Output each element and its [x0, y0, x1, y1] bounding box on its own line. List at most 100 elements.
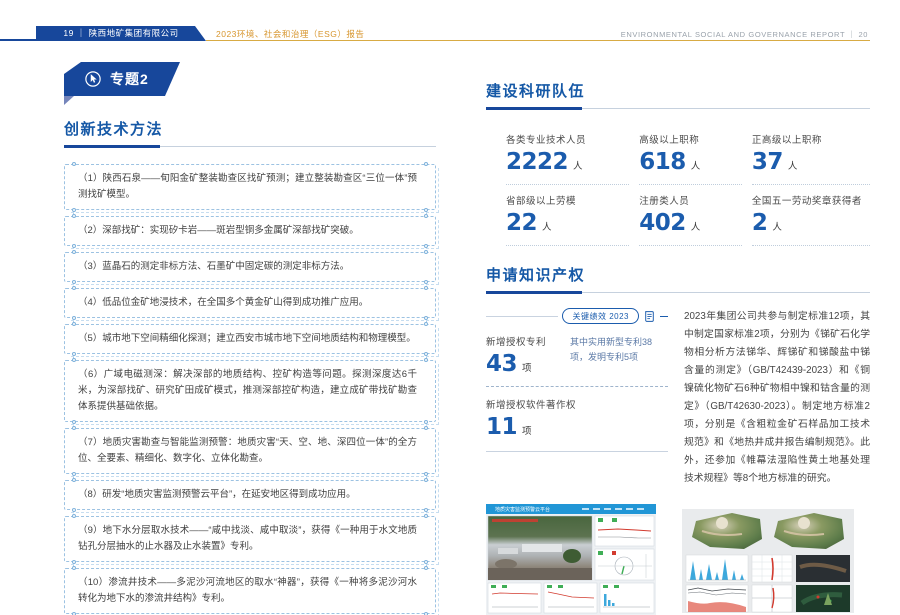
stat-value: 11 项	[486, 416, 668, 439]
connector-dot	[424, 566, 428, 570]
monitoring-dashboard-image: 地质灾害监测预警云平台	[486, 504, 656, 615]
section-underline	[486, 107, 870, 110]
stat-value: 37 人	[752, 151, 870, 174]
connector-dot	[72, 322, 76, 326]
list-item: （6）广域电磁测深：解决深部的地质结构、控矿构造等问题。探测深度达6千米，为深部…	[64, 358, 439, 425]
stat-unit: 人	[772, 222, 782, 233]
stat-number: 618	[639, 149, 686, 175]
stat-number: 2	[751, 210, 768, 236]
stat-number: 43	[486, 351, 518, 377]
stat-value: 2222 人	[506, 151, 629, 174]
patent-note: 其中实用新型专利38项，发明专利5项	[570, 337, 653, 363]
list-item-text: （2）深部找矿：实现矽卡岩——斑岩型铜多金属矿深部找矿突破。	[78, 225, 359, 236]
list-item: （9）地下水分层取水技术——“咸中找淡、咸中取淡”，获得《一种用于水文地质钻孔分…	[64, 514, 439, 565]
stat-unit: 人	[787, 161, 798, 172]
connector-dot	[424, 420, 428, 424]
stat-unit: 人	[573, 161, 583, 172]
connector-dot	[72, 420, 76, 424]
list-item: （2）深部找矿：实现矽卡岩——斑岩型铜多金属矿深部找矿突破。	[64, 214, 439, 249]
connector-dot	[424, 280, 428, 284]
report-title-en: ENVIRONMENTAL SOCIAL AND GOVERNANCE REPO…	[620, 30, 868, 39]
dotted-divider	[486, 386, 668, 387]
stat-unit: 人	[690, 222, 701, 233]
kpi-dash	[660, 315, 668, 317]
list-item: （1）陕西石泉——旬阳金矿整装勘查区找矿预测；建立整装勘查区“三位一体”预测找矿…	[64, 162, 439, 213]
stat-unit: 项	[522, 363, 532, 374]
connector-dot	[72, 566, 76, 570]
list-item-text: （9）地下水分层取水技术——“咸中找淡、咸中取淡”，获得《一种用于水文地质钻孔分…	[78, 525, 417, 552]
stat-number: 37	[751, 149, 784, 175]
kpi-rule	[486, 315, 559, 317]
report-title-cn: 2023环境、社会和治理（ESG）报告	[216, 29, 365, 39]
section-title-innovation: 创新技术方法	[64, 121, 164, 138]
list-item-text: （3）蓝晶石的测定非标方法、石墨矿中固定碳的测定非标方法。	[78, 261, 350, 272]
list-item: （10）渗流井技术——多泥沙河流地区的取水“神器”，获得《一种将多泥沙河水转化为…	[64, 566, 439, 615]
connector-dot	[72, 514, 76, 518]
connector-dot	[424, 426, 428, 430]
connector-dot	[72, 316, 76, 320]
stat-cell: 省部级以上劳模 22 人	[506, 185, 630, 246]
stat-cell: 各类专业技术人员 2222 人	[506, 124, 630, 185]
team-stats-grid: 各类专业技术人员 2222 人 高级以上职称 618 人 正高级以上职称 37 人 省…	[506, 124, 870, 246]
section-title-ip: 申请知识产权	[486, 267, 586, 284]
connector-dot	[72, 472, 76, 476]
topic-badge-shape: 专题2	[64, 62, 180, 96]
stat-unit: 人	[690, 161, 701, 172]
connector-dot	[424, 322, 428, 326]
list-item: （3）蓝晶石的测定非标方法、石墨矿中固定碳的测定非标方法。	[64, 250, 439, 285]
topic-badge-label: 专题2	[110, 71, 149, 87]
stat-unit: 项	[522, 426, 532, 437]
header-left-rule	[0, 39, 36, 41]
list-item-text: （4）低品位金矿地浸技术，在全国多个黄金矿山得到成功推广应用。	[78, 297, 369, 308]
stat-label: 省部级以上劳模	[506, 196, 577, 207]
list-item-text: （5）城市地下空间精细化探测；建立西安市城市地下空间地质结构和物理模型。	[78, 333, 416, 344]
patent-stat-row: 新增授权专利 43 项 其中实用新型专利38项，发明专利5项	[486, 334, 668, 376]
badge-fold-triangle	[64, 96, 74, 105]
dashboard-title: 地质灾害监测预警云平台	[495, 506, 550, 513]
connector-dot	[72, 612, 76, 615]
stat-number: 11	[486, 414, 518, 440]
stat-number: 2222	[506, 149, 569, 175]
connector-dot	[424, 358, 428, 362]
stat-unit: 人	[542, 222, 552, 233]
connector-dot	[72, 214, 76, 218]
stat-label: 新增授权专利	[486, 337, 547, 348]
connector-dot	[72, 250, 76, 254]
connector-dot	[424, 214, 428, 218]
technology-list: （1）陕西石泉——旬阳金矿整装勘查区找矿预测；建立整装勘查区“三位一体”预测找矿…	[64, 162, 439, 615]
stat-number: 402	[639, 210, 686, 236]
list-item: （7）地质灾害勘查与智能监测预警：地质灾害“天、空、地、深四位一体”的全方位、全…	[64, 426, 439, 477]
connector-dot	[424, 244, 428, 248]
topic-badge: 专题2	[64, 62, 436, 108]
header-gold-rule	[206, 40, 870, 41]
right-page-column: 建设科研队伍 各类专业技术人员 2222 人 高级以上职称 618 人 正高级以上职…	[486, 80, 870, 615]
stat-label: 注册类人员	[639, 196, 690, 207]
connector-dot	[424, 208, 428, 212]
stat-cell: 注册类人员 402 人	[639, 185, 742, 246]
standards-paragraph: 2023年集团公司共参与制定标准12项，其中制定国家标准2项，分别为《锑矿石化学…	[684, 311, 870, 484]
list-item-text: （6）广域电磁测深：解决深部的地质结构、控矿构造等问题。探测深度达6千米，为深部…	[78, 369, 417, 412]
stat-label: 全国五一劳动奖章获得者	[751, 196, 862, 207]
page-number-banner: 19 ｜ 陕西地矿集团有限公司	[36, 26, 206, 41]
connector-dot	[424, 560, 428, 564]
stat-cell: 正高级以上职称 37 人	[751, 124, 870, 185]
connector-dot	[72, 508, 76, 512]
stat-label: 高级以上职称	[639, 135, 700, 146]
ip-content: 关键绩效 2023 新增授权专利 43 项 其中实用新型专利38项，发明专利5项	[486, 308, 870, 488]
list-item: （5）城市地下空间精细化探测；建立西安市城市地下空间地质结构和物理模型。	[64, 322, 439, 357]
connector-dot	[72, 286, 76, 290]
connector-dot	[424, 514, 428, 518]
kpi-badge-row: 关键绩效 2023	[486, 308, 668, 324]
connector-dot	[424, 250, 428, 254]
connector-dot	[424, 612, 428, 615]
connector-dot	[72, 560, 76, 564]
left-page-column: 专题2 创新技术方法 （1）陕西石泉——旬阳金矿整装勘查区找矿预测；建立整装勘查…	[64, 62, 439, 615]
connector-dot	[424, 162, 428, 166]
connector-dot	[424, 472, 428, 476]
patent-stat: 新增授权专利 43 项	[486, 334, 570, 376]
software-stat: 新增授权软件著作权 11 项	[486, 397, 668, 439]
connector-dot	[72, 358, 76, 362]
software-stat-row: 新增授权软件著作权 11 项	[486, 397, 668, 439]
